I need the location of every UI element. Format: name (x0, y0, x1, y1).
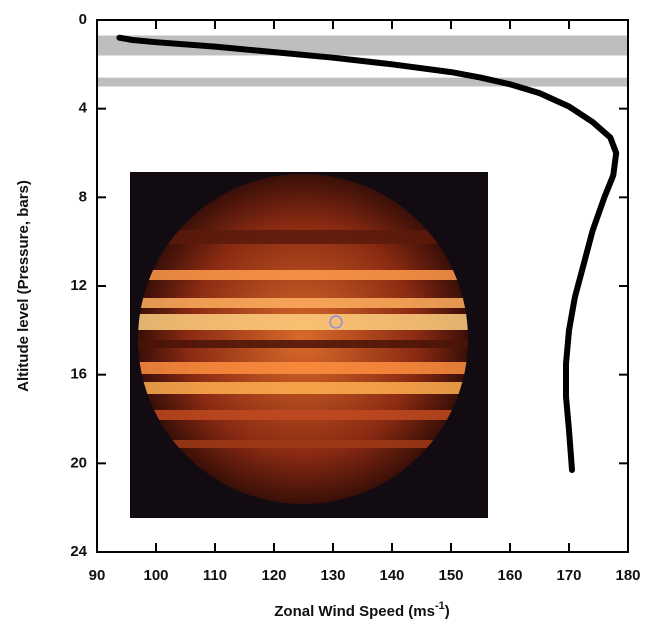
x-tick-label: 120 (261, 567, 286, 584)
y-tick-label: 20 (70, 454, 87, 471)
x-tick-label: 140 (379, 567, 404, 584)
y-axis-title: Altitude level (Pressure, bars) (15, 180, 32, 392)
x-tick-label: 90 (89, 567, 106, 584)
data-line (116, 34, 620, 473)
y-tick-label: 12 (70, 277, 87, 294)
shaded-band (97, 77, 628, 87)
x-tick-label: 100 (143, 567, 168, 584)
x-tick-label: 130 (320, 567, 345, 584)
y-tick-label: 24 (70, 543, 87, 560)
y-tick-label: 4 (79, 100, 88, 117)
y-tick-label: 8 (79, 188, 87, 205)
planet-image (130, 172, 488, 518)
x-axis-title: Zonal Wind Speed (ms-1) (274, 600, 450, 620)
x-tick-label: 150 (438, 567, 463, 584)
x-tick-label: 110 (203, 567, 227, 584)
x-tick-label: 160 (497, 567, 522, 584)
x-tick-label: 180 (615, 567, 640, 584)
x-tick-label: 170 (556, 567, 581, 584)
y-tick-label: 0 (79, 11, 87, 28)
y-tick-label: 16 (70, 366, 87, 383)
